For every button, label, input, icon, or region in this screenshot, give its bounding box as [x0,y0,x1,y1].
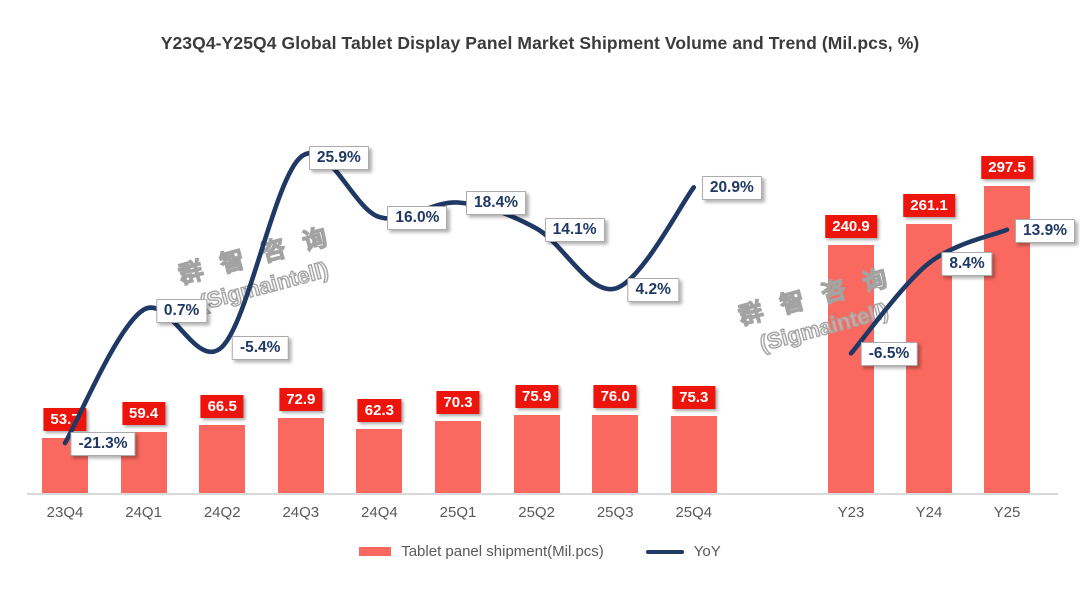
yoy-label-Y23: -6.5% [860,342,918,367]
legend-bar-label: Tablet panel shipment(Mil.pcs) [401,543,604,560]
yoy-label-24Q1: 0.7% [155,298,208,323]
yoy-label-25Q3: 4.2% [627,277,679,302]
bar-value-label-Y25: 297.5 [981,156,1033,180]
yoy-label-25Q2: 14.1% [544,217,605,242]
legend: Tablet panel shipment(Mil.pcs) YoY [0,543,1080,560]
x-tick-25Q1: 25Q1 [439,504,477,521]
legend-line-label: YoY [693,543,721,560]
x-tick-Y24: Y24 [915,504,943,521]
x-tick-Y25: Y25 [993,504,1021,521]
x-axis-line [27,493,1058,495]
x-tick-Y23: Y23 [837,504,865,521]
legend-line-swatch-icon [645,549,684,554]
x-tick-25Q2: 25Q2 [518,504,555,521]
legend-bar-swatch-icon [359,547,392,556]
chart-title: Y23Q4-Y25Q4 Global Tablet Display Panel … [160,33,920,53]
yoy-label-24Q2: -5.4% [231,335,289,360]
x-tick-23Q4: 23Q4 [46,504,84,521]
x-tick-24Q4: 24Q4 [361,504,398,521]
bar-value-label-Y24: 261.1 [903,193,955,217]
yoy-label-Y25: 13.9% [1015,218,1075,243]
x-tick-25Q4: 25Q4 [675,504,713,521]
yoy-label-25Q1: 18.4% [466,191,526,216]
yoy-label-23Q4: -21.3% [70,432,136,457]
x-tick-24Q2: 24Q2 [203,504,241,521]
yoy-label-24Q3: 25.9% [308,146,369,171]
x-tick-25Q3: 25Q3 [596,504,634,521]
yoy-label-24Q4: 16.0% [387,206,448,231]
yoy-label-25Q4: 20.9% [701,176,762,201]
yoy-label-Y24: 8.4% [941,252,993,277]
x-tick-24Q1: 24Q1 [125,504,162,521]
x-tick-24Q3: 24Q3 [282,504,320,521]
